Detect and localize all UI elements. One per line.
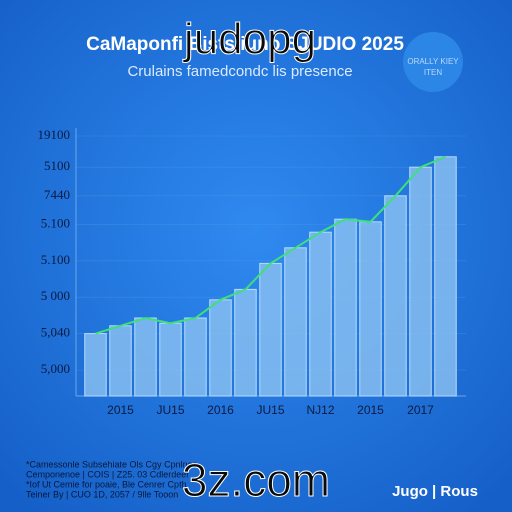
trend-line	[95, 155, 446, 335]
bar	[84, 333, 107, 397]
footnote: *Camessonle Subsehiate Ols Cgy Cpnlnes	[26, 459, 198, 469]
bar	[259, 262, 282, 397]
footnote: Teiner By | CUO 1D, 2057 / 9lle Tooon	[26, 489, 178, 499]
bar	[284, 247, 307, 397]
bar	[234, 288, 257, 397]
bar	[184, 317, 207, 397]
x-tick-label: 2017	[407, 403, 434, 417]
y-tick-label: 19100	[38, 127, 71, 142]
bar	[434, 156, 457, 397]
brand: Jugo | Rous	[392, 483, 478, 500]
chart-subtitle: Crulains famedcondc lis presence	[127, 63, 352, 80]
bar	[309, 231, 332, 397]
x-tick-label: 2016	[207, 403, 234, 417]
y-tick-label: 7440	[44, 187, 70, 202]
badge-text: ORALLY KIEY	[407, 57, 459, 66]
bar	[334, 218, 357, 397]
bar	[409, 166, 432, 397]
footnote: Cemponenoe | COIS | Z25. 03 Cdlerdeer	[26, 469, 189, 479]
x-tick-label: NJ12	[306, 403, 334, 417]
y-tick-label: 5 000	[41, 288, 70, 303]
bar	[109, 325, 132, 397]
watermark: 3z.com	[182, 454, 330, 506]
bar	[209, 299, 232, 397]
chart-title: CaMaponfi Bistsliuno SJUDIO 2025	[86, 34, 404, 55]
badge	[403, 32, 463, 92]
footnote: *Iof Ut Cemie for poaie, Ble Cenrer Cpth	[26, 479, 187, 489]
y-tick-label: 5100	[44, 158, 70, 173]
x-tick-label: 2015	[357, 403, 384, 417]
y-tick-label: 5.100	[41, 252, 70, 267]
bar	[159, 322, 182, 397]
y-tick-label: 5,000	[41, 361, 70, 376]
y-tick-label: 5,040	[41, 325, 70, 340]
x-tick-label: JU15	[156, 403, 184, 417]
x-tick-label: 2015	[107, 403, 134, 417]
bar	[359, 221, 382, 397]
bar	[134, 317, 157, 397]
watermark: judopg	[182, 15, 316, 64]
x-tick-label: JU15	[256, 403, 284, 417]
badge-text: ITEN	[424, 68, 442, 77]
y-tick-label: 5.100	[41, 215, 70, 230]
bar	[384, 195, 407, 397]
